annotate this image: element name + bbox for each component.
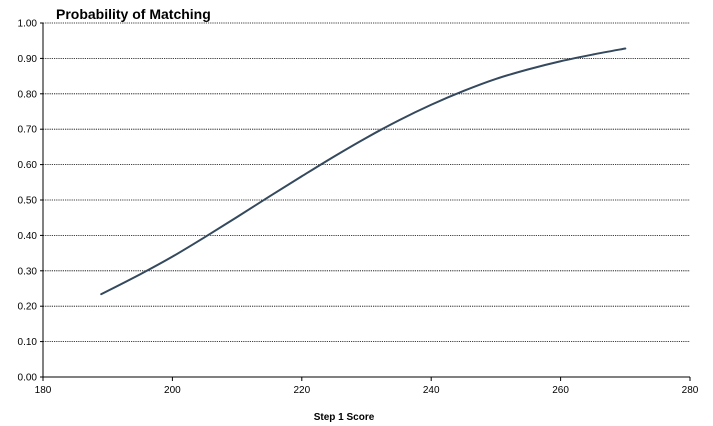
x-tick-label: 260 <box>552 385 569 396</box>
y-tick-label: 0.00 <box>18 373 38 384</box>
x-axis-label: Step 1 Score <box>314 412 375 423</box>
y-tick-label: 0.10 <box>18 337 38 348</box>
y-tick-label: 0.70 <box>18 125 38 136</box>
x-tick-labels: 180 200 220 240 260 280 <box>35 385 699 396</box>
axes <box>40 22 691 381</box>
x-tick-label: 180 <box>35 385 52 396</box>
y-tick-label: 1.00 <box>18 19 38 30</box>
gridlines <box>43 22 690 343</box>
x-tick-label: 200 <box>164 385 181 396</box>
y-tick-label: 0.60 <box>18 160 38 171</box>
y-tick-label: 0.80 <box>18 89 38 100</box>
x-tick-label: 280 <box>682 385 699 396</box>
y-tick-label: 0.40 <box>18 231 38 242</box>
x-tick-label: 240 <box>423 385 440 396</box>
chart-title: Probability of Matching <box>56 6 211 22</box>
series-line <box>100 47 627 296</box>
x-tick-label: 220 <box>293 385 310 396</box>
series-layer <box>100 47 627 296</box>
y-tick-label: 0.50 <box>18 196 38 207</box>
y-tick-label: 0.30 <box>18 266 38 277</box>
y-tick-labels: 0.00 0.10 0.20 0.30 0.40 0.50 0.60 0.70 0.80 0.90… <box>18 19 38 384</box>
y-tick-label: 0.90 <box>18 54 38 65</box>
y-tick-label: 0.20 <box>18 302 38 313</box>
